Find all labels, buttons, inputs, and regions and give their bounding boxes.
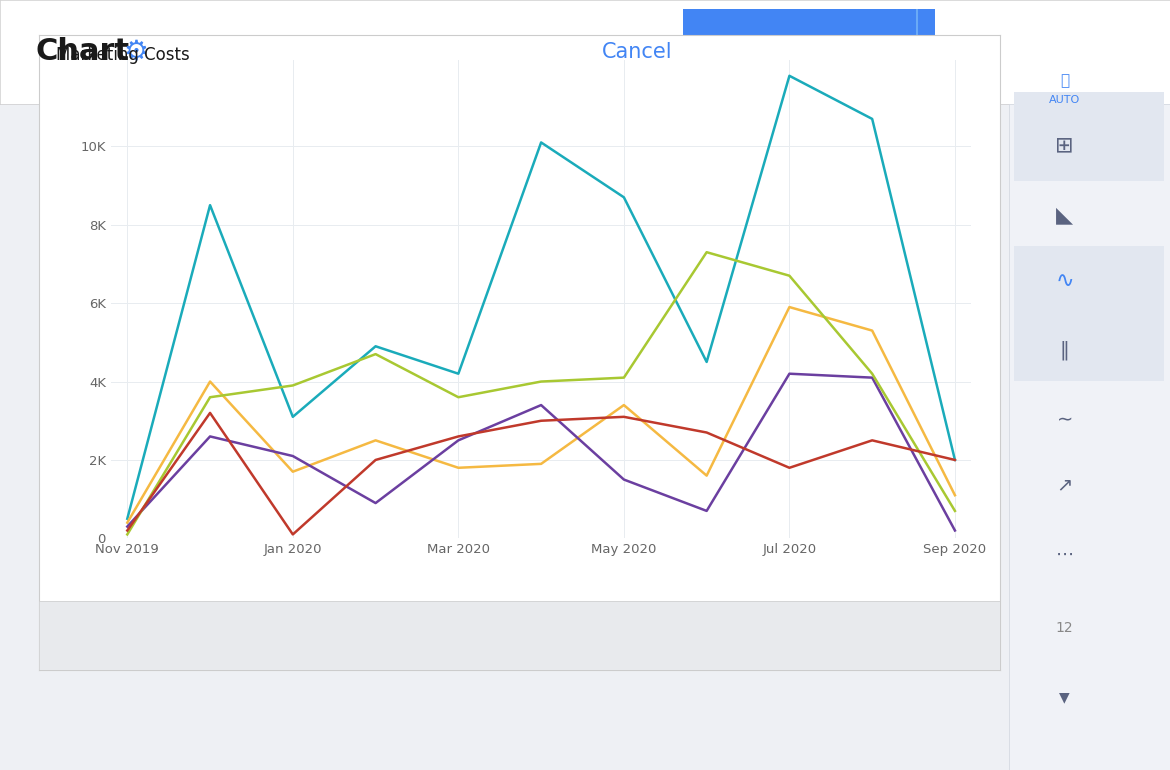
Adwords: [617, 192, 631, 202]
Print: [700, 507, 714, 516]
Event: [285, 467, 300, 477]
Text: ‖: ‖: [1060, 340, 1069, 360]
Adwords: [948, 455, 962, 464]
Sales: [865, 369, 879, 378]
Sales: [121, 530, 135, 539]
Adwords: [783, 71, 797, 80]
Sales: [369, 350, 383, 359]
Web: [452, 432, 466, 441]
Event: [121, 518, 135, 527]
Text: ∿: ∿: [1055, 271, 1074, 291]
Adwords: [369, 342, 383, 351]
Web: [617, 412, 631, 421]
Adwords: [452, 369, 466, 378]
Text: ↗: ↗: [1057, 476, 1073, 494]
Print: [534, 400, 548, 410]
Text: ⋯: ⋯: [1055, 545, 1074, 564]
Text: ⊞: ⊞: [1055, 136, 1074, 156]
Sales: [452, 393, 466, 402]
Web: [700, 428, 714, 437]
Sales: [700, 248, 714, 257]
Text: ▼: ▼: [923, 45, 932, 59]
Event: [534, 459, 548, 468]
Print: [204, 432, 218, 441]
Text: Chart: Chart: [35, 38, 129, 66]
Adwords: [285, 412, 300, 421]
Event: [948, 490, 962, 500]
Line: Web: Web: [128, 413, 955, 534]
Line: Adwords: Adwords: [128, 75, 955, 519]
Web: [948, 455, 962, 464]
Web: [204, 408, 218, 417]
Event: [369, 436, 383, 445]
Text: 12: 12: [1055, 621, 1074, 634]
Web: [121, 526, 135, 535]
Event: [617, 400, 631, 410]
Text: Save to Dashboard: Save to Dashboard: [797, 43, 989, 61]
Adwords: [865, 114, 879, 123]
Event: [452, 464, 466, 473]
Event: [783, 303, 797, 312]
Event: [204, 377, 218, 387]
Event: [700, 471, 714, 480]
Adwords: [121, 514, 135, 524]
Text: Cancel: Cancel: [603, 42, 673, 62]
Print: [948, 526, 962, 535]
Sales: [617, 373, 631, 382]
Print: [865, 373, 879, 382]
Print: [617, 475, 631, 484]
Sales: [783, 271, 797, 280]
Text: ⚙: ⚙: [123, 38, 147, 66]
Event: [865, 326, 879, 335]
Text: ∼: ∼: [1057, 410, 1073, 429]
Sales: [534, 377, 548, 387]
Print: [783, 369, 797, 378]
Text: ▼: ▼: [1059, 690, 1071, 704]
Adwords: [204, 200, 218, 209]
Text: ✨: ✨: [1060, 73, 1069, 89]
Line: Sales: Sales: [128, 253, 955, 534]
Print: [285, 451, 300, 460]
Adwords: [700, 357, 714, 367]
Line: Print: Print: [128, 373, 955, 531]
Web: [783, 464, 797, 473]
Sales: [285, 381, 300, 390]
Adwords: [534, 138, 548, 147]
Text: ◣: ◣: [1057, 206, 1073, 226]
Print: [452, 436, 466, 445]
Text: AUTO: AUTO: [1049, 95, 1080, 105]
Text: Marketing Costs: Marketing Costs: [56, 46, 190, 64]
Sales: [204, 393, 218, 402]
Web: [534, 416, 548, 425]
Print: [121, 522, 135, 531]
Print: [369, 498, 383, 507]
Sales: [948, 507, 962, 516]
Web: [285, 530, 300, 539]
Web: [865, 436, 879, 445]
Line: Event: Event: [128, 307, 955, 523]
Web: [369, 455, 383, 464]
